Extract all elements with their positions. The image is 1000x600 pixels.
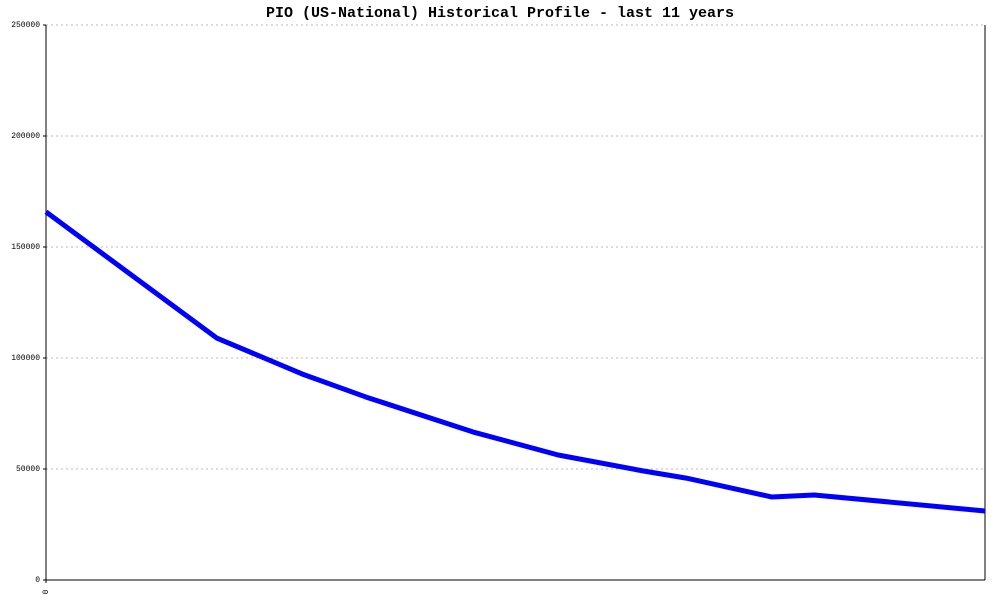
data-line: [44, 209, 986, 514]
y-tick-label: 0: [35, 576, 40, 585]
y-tick-label: 100000: [11, 354, 40, 363]
y-tick-label: 50000: [16, 465, 40, 474]
y-tick-label: 200000: [11, 132, 40, 141]
y-tick-label: 250000: [11, 21, 40, 30]
chart-title: PIO (US-National) Historical Profile - l…: [266, 5, 734, 22]
y-tick-label: 150000: [11, 243, 40, 252]
x-tick-label: 0: [42, 589, 51, 594]
